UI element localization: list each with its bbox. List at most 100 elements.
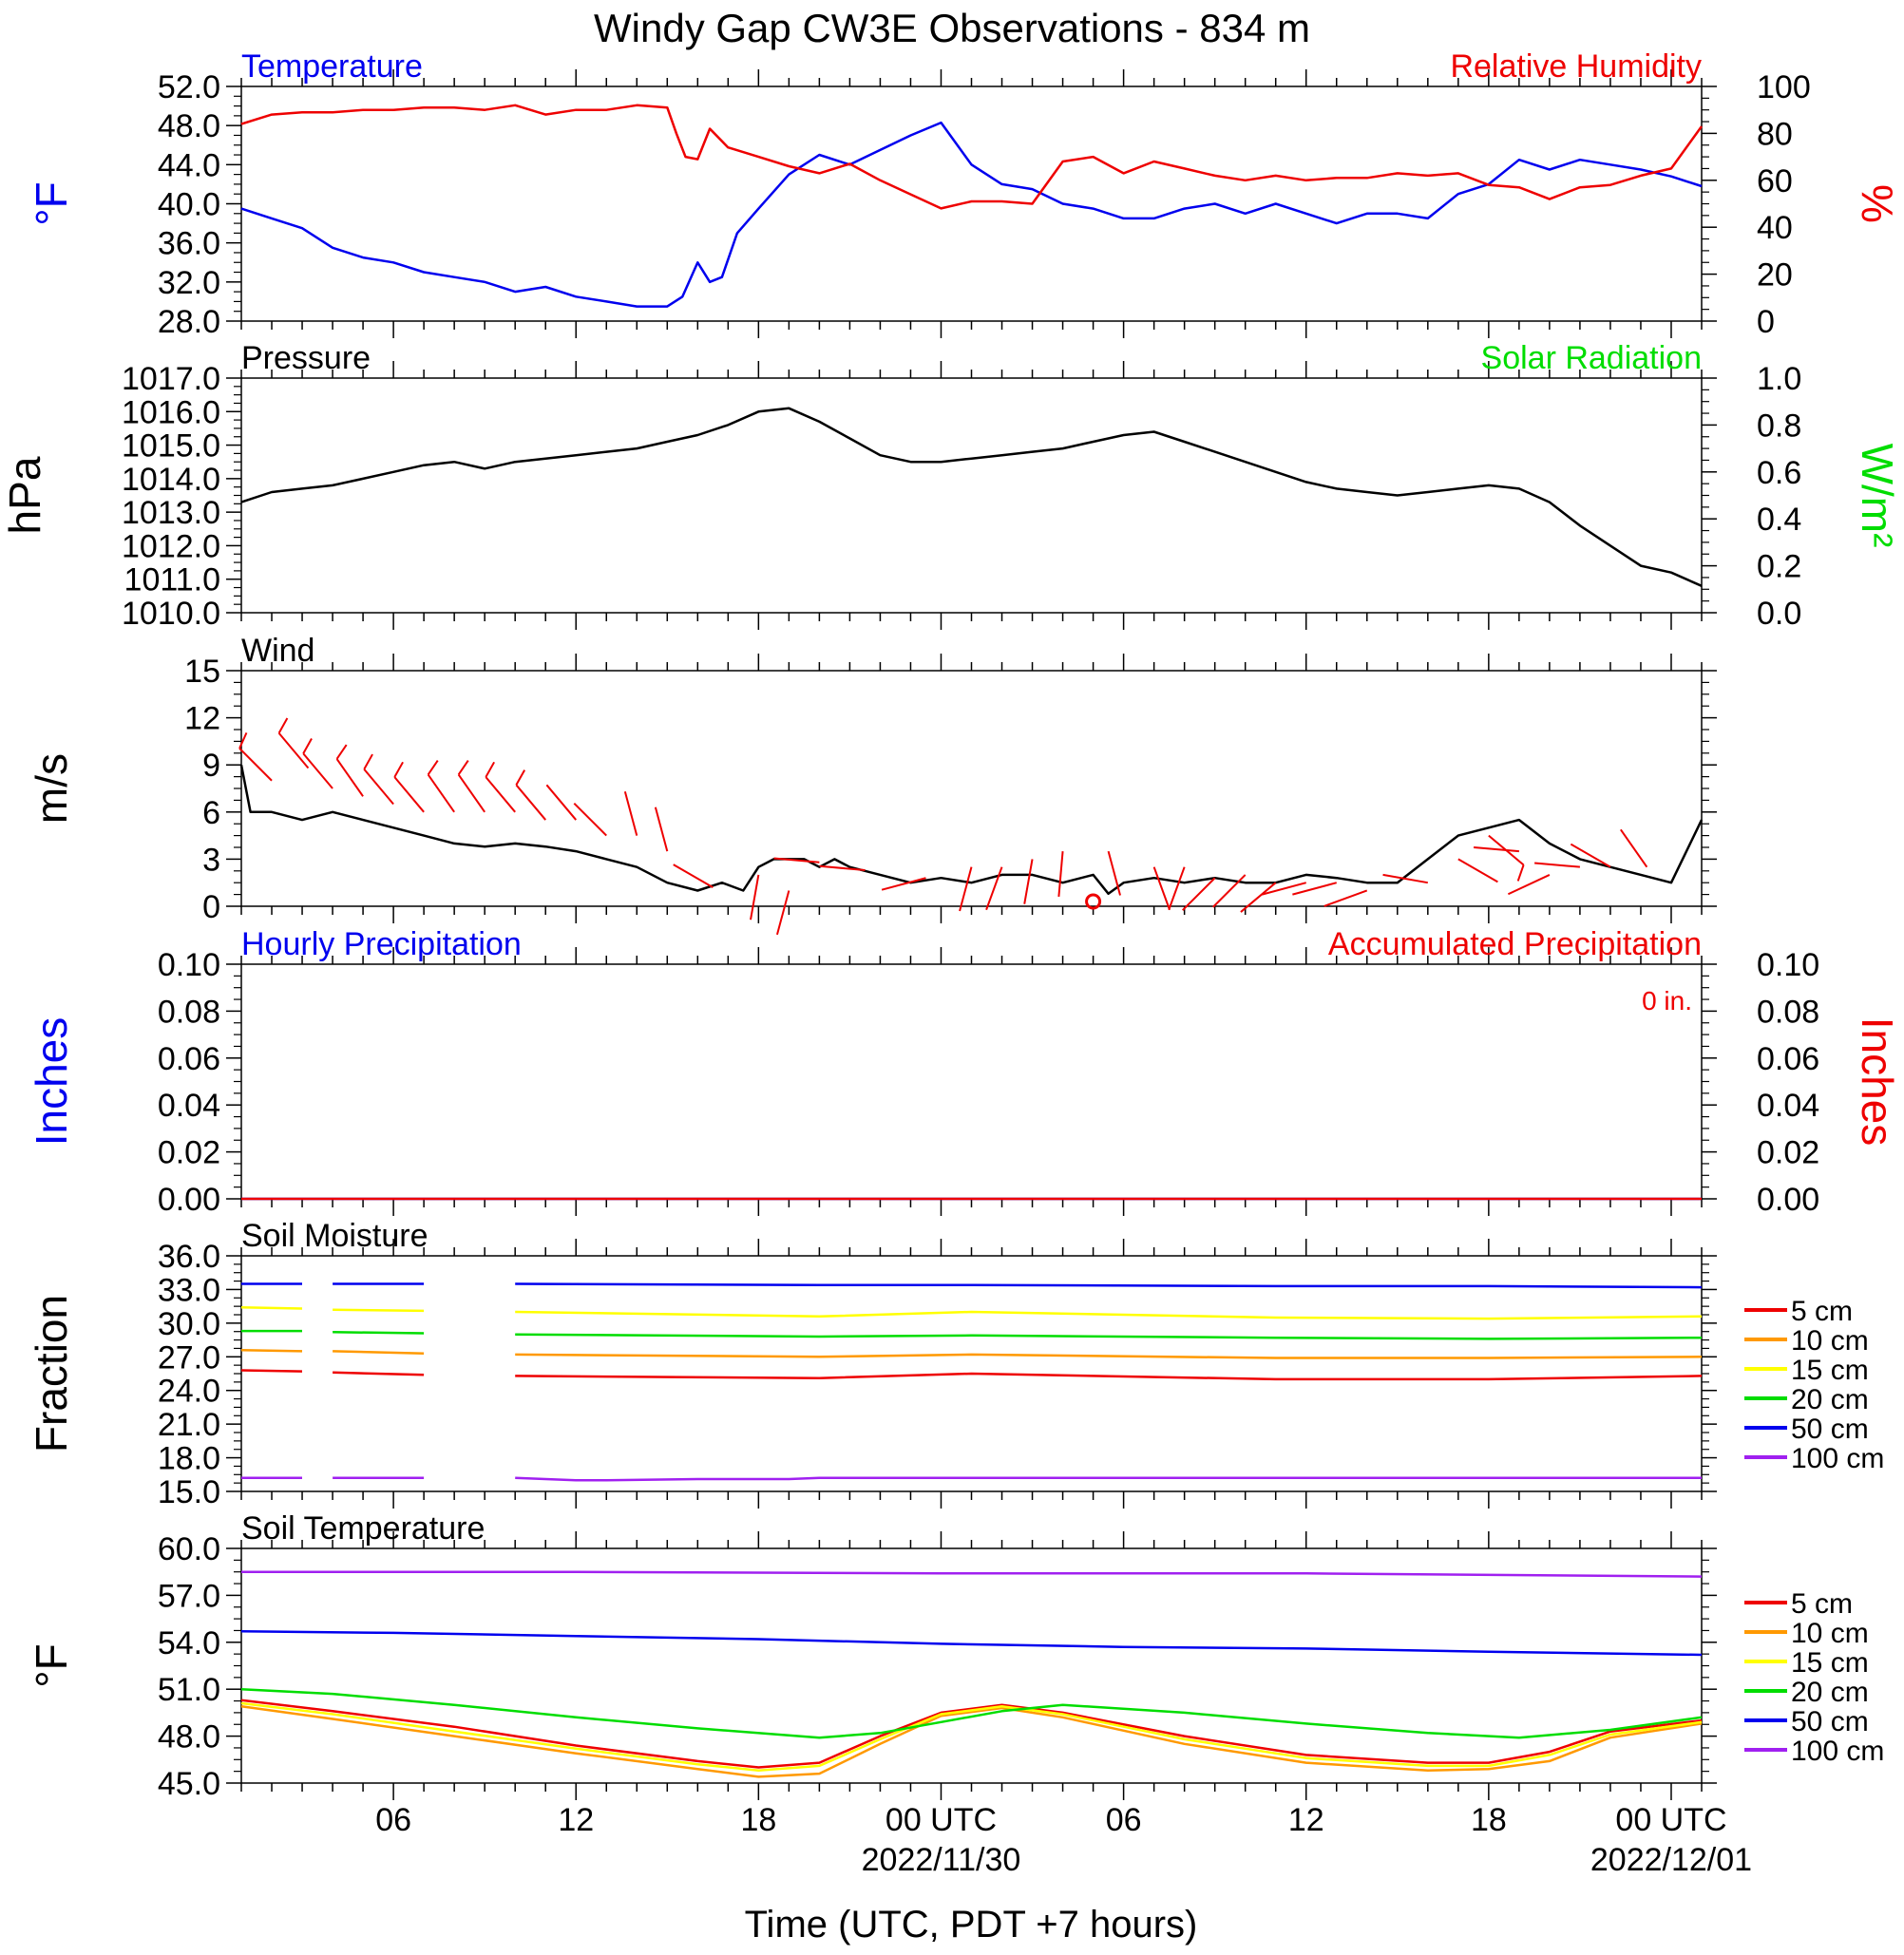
x-tick-label: 12	[558, 1802, 594, 1838]
wind-barb	[485, 761, 516, 813]
wind-barb-staff	[335, 758, 364, 797]
y-tick-label: 52.0	[158, 69, 220, 105]
x-tick-label: 12	[1288, 1802, 1324, 1838]
y-tick-label: 45.0	[158, 1766, 220, 1802]
y-tick-label: 24.0	[158, 1374, 220, 1410]
wind-barb	[1382, 873, 1428, 884]
panel-title-right: Relative Humidity	[1450, 48, 1702, 85]
series-line-15-cm	[515, 1310, 1703, 1320]
wind-barb	[457, 760, 486, 813]
y-tick-label: 15	[184, 654, 220, 690]
wind-barb-staff	[545, 784, 577, 821]
wind-barb-flag	[302, 738, 313, 754]
panel-precip: 0.00 0.02 0.04 0.06 0.08 0.10 0.00 0.02 0.04 0.06…	[27, 926, 1902, 1218]
series-line-20-cm	[515, 1333, 1703, 1340]
y-right-tick-label: 0.02	[1757, 1135, 1819, 1171]
y-tick-label: 1011.0	[124, 562, 220, 598]
x-tick-label: 06	[1106, 1802, 1142, 1838]
wind-barb-staff	[515, 784, 546, 821]
wind-barb-staff	[1620, 828, 1648, 868]
y-right-tick-label: 0	[1757, 304, 1775, 340]
panel-soil_temp: 45.0 48.0 51.0 54.0 57.0 60.0 Soil Temperature…	[27, 1510, 1884, 1802]
y-tick-label: 0.02	[158, 1135, 220, 1171]
y-tick-label: 54.0	[158, 1625, 220, 1661]
wind-barb-staff	[819, 864, 866, 871]
panel-title-left: Soil Moisture	[241, 1218, 428, 1254]
legend-label: 100 cm	[1791, 1736, 1884, 1767]
y-axis-label-right: W/m²	[1853, 444, 1902, 548]
y-right-tick-label: 0.2	[1757, 549, 1801, 585]
y-right-tick-label: 60	[1757, 163, 1793, 199]
wind-barb	[545, 784, 577, 821]
panel-title-left: Pressure	[241, 340, 371, 376]
y-right-tick-label: 20	[1757, 257, 1793, 294]
wind-barb-staff	[1057, 851, 1064, 898]
wind-barb-staff	[623, 790, 638, 836]
wind-barb-staff	[1323, 889, 1368, 907]
y-right-tick-label: 0.6	[1757, 455, 1801, 491]
wind-barb	[775, 890, 790, 936]
wind-barb	[1212, 874, 1247, 908]
wind-barb-staff	[302, 752, 333, 789]
panel-wind: 0 3 6 9 12 15 Wind m/s	[27, 633, 1717, 936]
wind-barb	[1057, 851, 1064, 898]
wind-barb	[1023, 859, 1034, 904]
wind-barb	[277, 717, 310, 769]
series-line-5-cm	[333, 1371, 425, 1376]
wind-barb-staff	[1240, 882, 1277, 913]
y-tick-label: 0.06	[158, 1041, 220, 1077]
wind-barb-staff	[673, 864, 714, 889]
series-line-wind	[239, 764, 1704, 896]
panel-title-left: Wind	[241, 633, 314, 669]
wind-barb-staff	[775, 890, 790, 936]
y-tick-label: 9	[202, 748, 220, 784]
y-tick-label: 12	[184, 701, 220, 737]
wind-barb-staff	[1107, 850, 1121, 896]
wind-barb	[1262, 882, 1306, 896]
y-tick-label: 60.0	[158, 1531, 220, 1567]
y-axis-label-left: Fraction	[27, 1295, 76, 1452]
legend-label: 100 cm	[1791, 1443, 1884, 1474]
y-tick-label: 0.04	[158, 1088, 220, 1124]
legend-label: 10 cm	[1791, 1618, 1869, 1649]
y-tick-label: 6	[202, 795, 220, 831]
panels: 28.032.036.040.044.048.052.0020406080100…	[0, 48, 1902, 1802]
x-tick-label: 18	[1471, 1802, 1507, 1838]
wind-barb-flag	[277, 717, 289, 734]
panel-title-right: Accumulated Precipitation	[1328, 926, 1702, 962]
x-tick-label: 00 UTC	[1615, 1802, 1726, 1838]
wind-barb	[1152, 866, 1171, 911]
wind-barb-flag	[335, 744, 348, 760]
wind-barb-staff	[427, 773, 455, 813]
wind-barb-staff	[881, 877, 926, 891]
wind-barb-staff	[1507, 874, 1551, 896]
wind-barb-staff	[1570, 843, 1611, 868]
series-line-20-cm	[240, 1687, 1703, 1739]
y-tick-label: 1012.0	[122, 528, 220, 564]
y-right-tick-label: 0.00	[1757, 1182, 1819, 1218]
wind-barb	[1323, 889, 1368, 907]
panel-pressure: 1010.01011.01012.01013.01014.01015.01016…	[0, 340, 1902, 632]
wind-barb-staff	[1473, 845, 1519, 853]
y-tick-label: 0.08	[158, 994, 220, 1030]
wind-barb-staff	[959, 866, 973, 912]
wind-barb	[393, 761, 425, 813]
wind-barb-staff	[1212, 874, 1247, 908]
wind-barb-staff	[573, 802, 607, 837]
y-tick-label: 0	[202, 889, 220, 925]
wind-barb-staff	[1182, 877, 1216, 911]
series-line-5-cm	[240, 1369, 303, 1373]
y-tick-label: 30.0	[158, 1306, 220, 1342]
y-axis-label-left: m/s	[27, 753, 76, 824]
y-tick-label: 57.0	[158, 1578, 220, 1614]
wind-barb-flag	[1516, 864, 1525, 882]
wind-barb	[623, 790, 638, 836]
wind-barb-flag	[485, 761, 495, 778]
wind-barb-staff	[363, 769, 394, 806]
wind-barb-staff	[393, 776, 425, 813]
y-axis-label-right: %	[1853, 184, 1902, 223]
wind-barb	[238, 731, 273, 782]
wind-barb	[959, 866, 973, 912]
y-tick-label: 51.0	[158, 1672, 220, 1708]
